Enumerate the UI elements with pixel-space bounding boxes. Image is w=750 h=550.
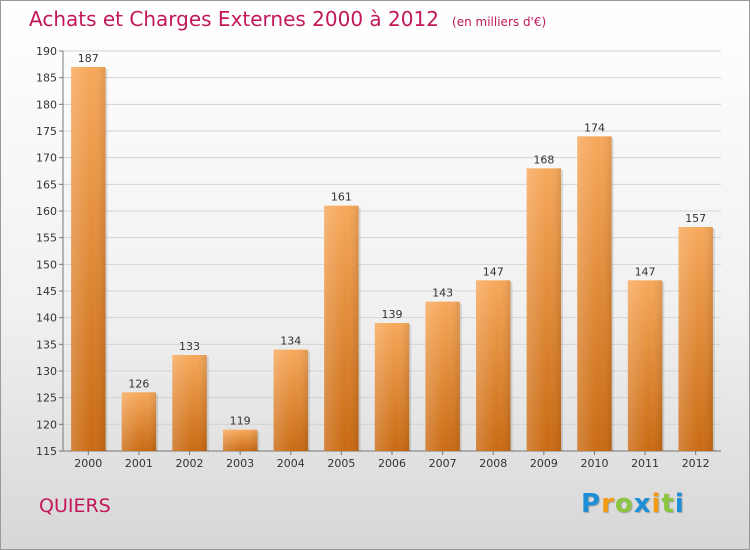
y-tick-label: 115 xyxy=(36,445,57,458)
y-tick-label: 180 xyxy=(36,98,57,111)
data-label: 133 xyxy=(179,340,200,353)
commune-name: QUIERS xyxy=(39,495,111,517)
title-row: Achats et Charges Externes 2000 à 2012 (… xyxy=(29,7,546,31)
y-tick-label: 130 xyxy=(36,365,57,378)
x-tick-label: 2009 xyxy=(530,457,558,470)
bar-sheen xyxy=(324,205,359,451)
bar-sheen xyxy=(526,168,562,452)
logo-letter: o xyxy=(614,489,634,519)
data-label: 168 xyxy=(533,153,554,166)
bar-sheen xyxy=(374,323,410,451)
proxiti-logo: Proxiti xyxy=(581,489,685,519)
bar-sheen xyxy=(577,136,612,452)
x-tick-label: 2007 xyxy=(429,457,457,470)
data-label: 143 xyxy=(432,287,453,300)
x-tick-label: 2010 xyxy=(580,457,608,470)
y-tick-label: 135 xyxy=(36,338,57,351)
bar-sheen xyxy=(476,280,511,451)
data-label: 147 xyxy=(483,265,504,278)
bar-sheen xyxy=(121,392,157,451)
y-tick-label: 165 xyxy=(36,178,57,191)
logo-letter: r xyxy=(601,489,615,519)
x-tick-label: 2005 xyxy=(327,457,355,470)
y-tick-label: 160 xyxy=(36,205,57,218)
y-tick-label: 145 xyxy=(36,285,57,298)
data-label: 134 xyxy=(280,335,301,348)
logo-letter: i xyxy=(674,489,685,519)
data-label: 147 xyxy=(635,265,656,278)
y-tick-label: 185 xyxy=(36,72,57,85)
x-tick-label: 2006 xyxy=(378,457,406,470)
chart-title: Achats et Charges Externes 2000 à 2012 xyxy=(29,7,439,31)
y-tick-label: 150 xyxy=(36,258,57,271)
bar-sheen xyxy=(71,67,106,451)
bar-sheen xyxy=(627,280,663,451)
data-label: 139 xyxy=(382,308,403,321)
data-label: 157 xyxy=(685,212,706,225)
y-tick-label: 120 xyxy=(36,418,57,431)
data-label: 161 xyxy=(331,191,352,204)
x-tick-label: 2003 xyxy=(226,457,254,470)
x-tick-label: 2012 xyxy=(682,457,710,470)
chart-subtitle: (en milliers d'€) xyxy=(452,15,547,29)
y-tick-label: 155 xyxy=(36,232,57,245)
y-tick-label: 190 xyxy=(36,45,57,58)
data-label: 187 xyxy=(78,52,99,65)
x-tick-label: 2011 xyxy=(631,457,659,470)
logo-letter: x xyxy=(633,489,652,519)
bar-sheen xyxy=(678,227,713,451)
x-tick-label: 2008 xyxy=(479,457,507,470)
logo-letter: P xyxy=(581,489,602,519)
data-label: 126 xyxy=(128,377,149,390)
y-tick-label: 140 xyxy=(36,312,57,325)
data-label: 119 xyxy=(230,415,251,428)
y-tick-label: 175 xyxy=(36,125,57,138)
logo-letter: t xyxy=(661,489,675,519)
bar-sheen xyxy=(172,355,207,451)
x-tick-label: 2001 xyxy=(125,457,153,470)
bar-sheen xyxy=(425,301,460,451)
x-tick-label: 2004 xyxy=(277,457,305,470)
logo-letter: i xyxy=(651,489,662,519)
x-tick-label: 2002 xyxy=(176,457,204,470)
x-tick-label: 2000 xyxy=(74,457,102,470)
bar-sheen xyxy=(222,429,258,451)
y-tick-label: 170 xyxy=(36,152,57,165)
data-label: 174 xyxy=(584,121,605,134)
y-tick-label: 125 xyxy=(36,392,57,405)
bar-sheen xyxy=(273,349,308,451)
